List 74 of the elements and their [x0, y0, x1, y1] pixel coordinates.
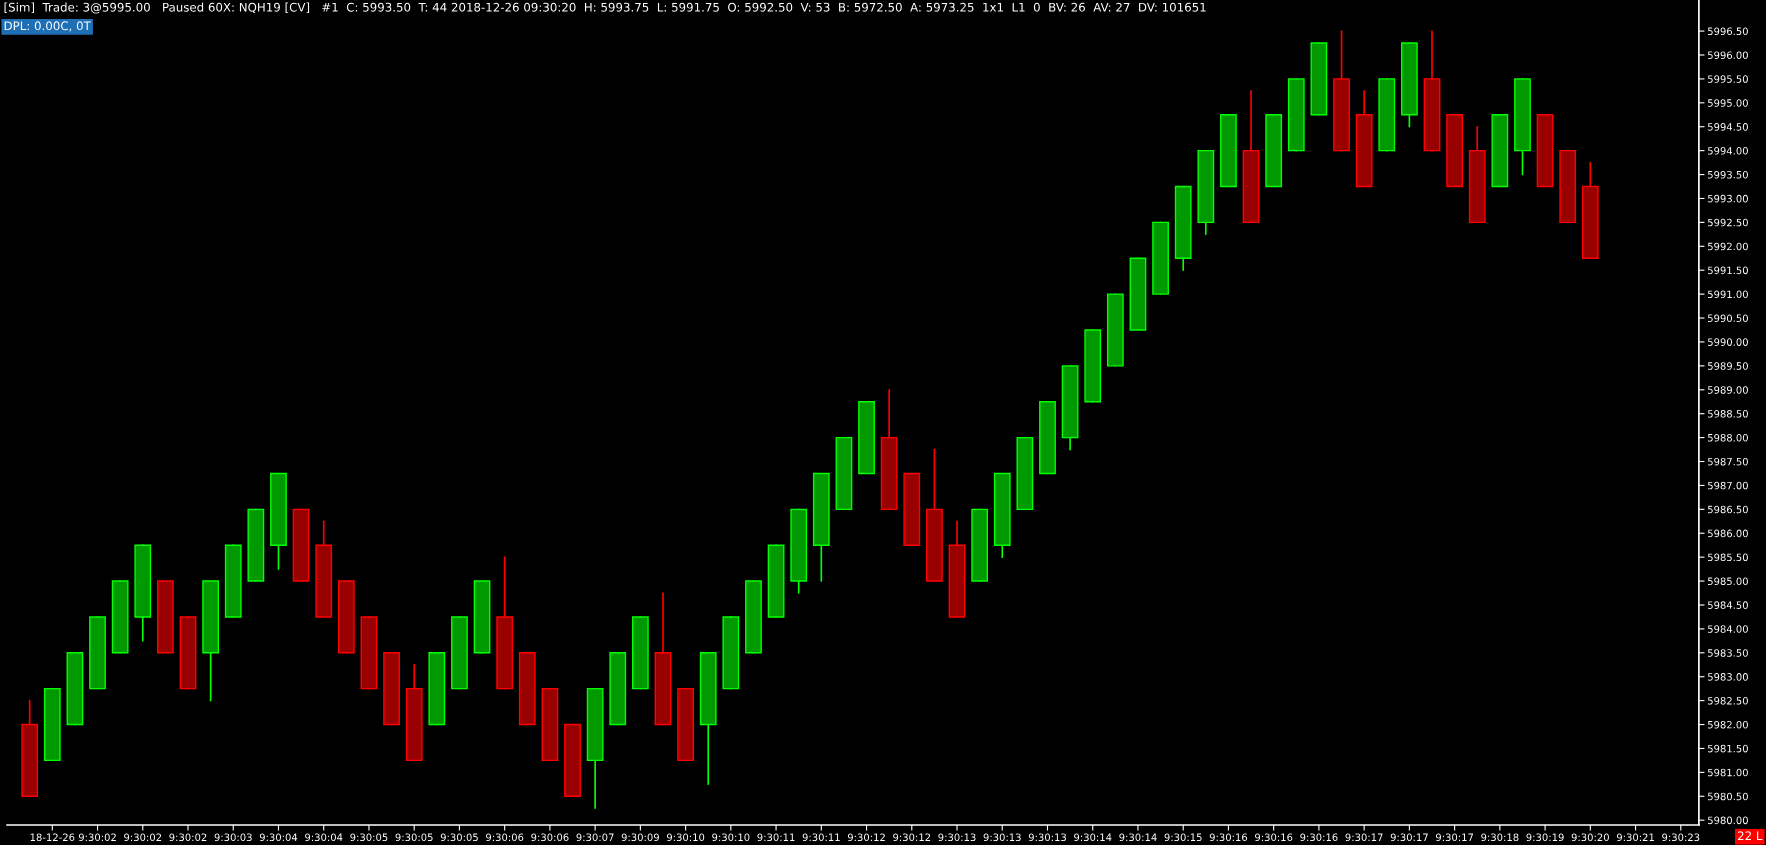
y-tick-label: 5980.00: [1708, 816, 1748, 825]
y-tick-label: 5992.50: [1708, 218, 1748, 227]
y-tick-label: 5993.50: [1708, 170, 1748, 179]
x-tick-label: 9:30:10: [712, 833, 750, 842]
y-tick-label: 5994.00: [1708, 147, 1748, 155]
x-tick-label: 9:30:06: [531, 833, 569, 842]
y-tick-label: 5984.50: [1708, 601, 1748, 609]
y-tick-label: 5989.00: [1708, 386, 1748, 394]
x-tick-label: 9:30:16: [1300, 833, 1338, 842]
x-tick-label: 9:30:04: [259, 833, 298, 842]
y-tick-label: 5980.50: [1708, 792, 1748, 801]
y-tick-label: 5988.50: [1708, 410, 1748, 418]
x-tick-label: 9:30:05: [440, 833, 478, 842]
y-tick-label: 5996.50: [1708, 27, 1748, 36]
x-tick-label: 9:30:16: [1209, 833, 1248, 842]
x-tick-label: 9:30:05: [395, 833, 433, 842]
y-tick-label: 5987.50: [1708, 457, 1748, 466]
x-tick-label: 9:30:05: [350, 833, 388, 842]
annotation: DPL: 0.00C, 0T: [4, 21, 91, 32]
x-tick-label: 9:30:16: [1255, 833, 1293, 842]
y-tick-label: 5986.00: [1708, 529, 1748, 538]
annotation: [Sim] Trade: 3@5995.00 Paused 60X: NQH19 [CV] #1 C: 5993.50 T: 44 2018-12-26 09:30:20 H: 5993.75 L: 5991.75 O: 5992.50 V: 53 B: 5972.50 A: 5973.25 1x1 L1 0 BV: 26 AV: 27 DV: 101651: [4, 2, 1206, 14]
y-tick-label: 5982.50: [1708, 697, 1748, 705]
y-tick-label: 5981.50: [1708, 744, 1748, 753]
x-tick-label: 9:30:06: [486, 833, 524, 842]
y-tick-label: 5990.50: [1708, 314, 1748, 322]
x-tick-label: 9:30:13: [938, 833, 976, 842]
y-tick-label: 5991.50: [1708, 266, 1748, 275]
x-tick-label: 9:30:14: [1119, 833, 1157, 842]
y-tick-label: 5988.00: [1708, 433, 1748, 442]
y-tick-label: 5987.00: [1708, 481, 1748, 490]
y-tick-label: 5989.50: [1708, 362, 1748, 370]
x-tick-label: 9:30:17: [1390, 833, 1428, 842]
x-tick-label: 9:30:03: [214, 833, 252, 842]
x-tick-label: 9:30:13: [1028, 833, 1066, 842]
y-tick-label: 5982.00: [1708, 720, 1748, 729]
y-tick-label: 5992.00: [1708, 242, 1748, 251]
x-tick-label: 9:30:13: [983, 833, 1021, 842]
x-tick-label: 9:30:02: [78, 833, 116, 842]
x-tick-label: 9:30:17: [1435, 833, 1474, 842]
y-tick-label: 5995.50: [1708, 75, 1748, 83]
y-tick-label: 5984.00: [1708, 625, 1748, 633]
x-tick-label: 9:30:12: [847, 833, 885, 842]
y-tick-label: 5986.50: [1708, 505, 1748, 514]
x-tick-label: 9:30:02: [124, 833, 162, 842]
x-tick-label: 18-12-26: [30, 833, 75, 842]
y-tick-label: 5981.00: [1708, 768, 1748, 777]
x-tick-label: 9:30:07: [576, 833, 614, 842]
y-tick-label: 5983.50: [1708, 649, 1748, 657]
x-tick-label: 9:30:02: [169, 833, 207, 842]
x-tick-label: 9:30:11: [757, 833, 795, 842]
y-tick-label: 5985.50: [1708, 553, 1748, 562]
x-tick-label: 9:30:11: [802, 833, 840, 842]
y-tick-label: 5993.00: [1708, 194, 1748, 203]
y-tick-label: 5994.50: [1708, 123, 1748, 131]
x-tick-label: 9:30:20: [1571, 833, 1609, 842]
x-tick-label: 9:30:04: [305, 833, 343, 842]
x-tick-label: 9:30:10: [666, 833, 705, 842]
y-tick-label: 5985.00: [1708, 577, 1748, 586]
text: 22 L: [1737, 831, 1763, 841]
x-tick-label: 9:30:15: [1164, 833, 1202, 842]
x-tick-label: 9:30:18: [1481, 833, 1519, 842]
x-tick-label: 9:30:14: [1074, 833, 1112, 842]
y-tick-label: 5995.00: [1708, 99, 1748, 107]
x-tick-label: 9:30:17: [1345, 833, 1383, 842]
y-tick-label: 5996.00: [1708, 51, 1748, 59]
x-tick-label: 9:30:23: [1662, 833, 1700, 842]
y-tick-label: 5991.00: [1708, 290, 1748, 299]
x-tick-label: 9:30:19: [1526, 833, 1564, 842]
x-tick-label: 9:30:09: [621, 833, 659, 842]
y-tick-label: 5990.00: [1708, 338, 1748, 346]
x-tick-label: 9:30:21: [1616, 833, 1654, 842]
y-tick-label: 5983.00: [1708, 673, 1748, 681]
x-tick-label: 9:30:12: [893, 833, 931, 842]
